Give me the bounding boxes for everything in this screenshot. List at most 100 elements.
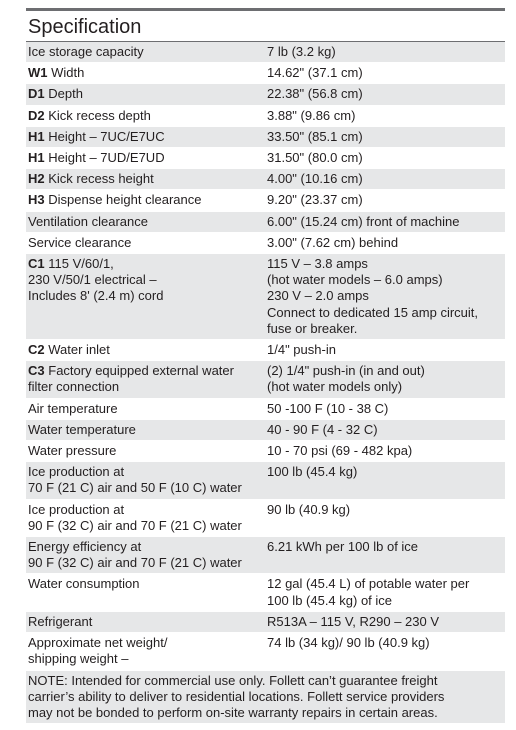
spec-value: (2) 1/4" push-in (in and out) (hot water … (265, 361, 505, 398)
spec-row: Energy efficiency at 90 F (32 C) air and … (26, 536, 505, 574)
label-line: Refrigerant (28, 613, 93, 629)
label-line: Height – 7UD/E7UD (48, 150, 165, 166)
spec-row: W1 Width 14.62" (37.1 cm) (26, 63, 505, 84)
spec-label: C3 Factory equipped external water filter… (26, 361, 265, 398)
spec-value: 31.50" (80.0 cm) (265, 148, 505, 169)
value-line: (hot water models – 6.0 amps) (267, 272, 443, 288)
spec-code: C3 (28, 363, 45, 379)
label-line: Dispense height clearance (48, 192, 202, 208)
spec-row: H1 Height – 7UC/E7UC 33.50" (85.1 cm) (26, 126, 505, 148)
spec-label: H3 Dispense height clearance (26, 190, 265, 211)
label-line: 90 F (32 C) air and 70 F (21 C) water (28, 555, 242, 571)
label-line: Ice production at (28, 501, 125, 517)
value-line: 100 lb (45.4 kg) of ice (267, 592, 393, 608)
spec-value: 14.62" (37.1 cm) (265, 63, 505, 84)
spec-value: 1/4" push-in (265, 340, 505, 361)
spec-value: 100 lb (45.4 kg) (265, 462, 505, 499)
value-line: (2) 1/4" push-in (in and out) (267, 363, 425, 379)
label-line: 230 V/50/1 electrical – (28, 272, 157, 288)
spec-code: D1 (28, 86, 45, 102)
spec-code: D2 (28, 107, 45, 123)
spec-row: Service clearance 3.00" (7.62 cm) behind (26, 232, 505, 254)
spec-row: D1 Depth 22.38" (56.8 cm) (26, 83, 505, 106)
spec-code: C1 (28, 256, 45, 272)
value-line: 31.50" (80.0 cm) (267, 150, 363, 166)
spec-label: Approximate net weight/shipping weight – (26, 633, 265, 670)
value-line: 3.00" (7.62 cm) behind (267, 234, 399, 250)
value-line: R513A – 115 V, R290 – 230 V (267, 613, 440, 629)
spec-row: Air temperature 50 -100 F (10 - 38 C) (26, 398, 505, 420)
spec-code: H3 (28, 192, 45, 208)
label-line: Water temperature (28, 421, 136, 437)
value-line: (hot water models only) (267, 379, 403, 395)
label-line: Service clearance (28, 234, 132, 250)
spec-value: 12 gal (45.4 L) of potable water per 100 … (265, 574, 505, 611)
label-line: Ice storage capacity (28, 44, 144, 59)
spec-value: 9.20" (23.37 cm) (265, 190, 505, 211)
value-line: 74 lb (34 kg)/ 90 lb (40.9 kg) (267, 635, 430, 651)
spec-row: C1 115 V/60/1, 230 V/50/1 electrical – Inc… (26, 253, 505, 340)
label-line: Depth (48, 86, 83, 102)
spec-label: D1 Depth (26, 84, 265, 105)
spec-value: 4.00" (10.16 cm) (265, 169, 505, 190)
spec-row: Ice production at 90 F (32 C) air and 70 … (26, 499, 505, 537)
spec-label: Air temperature (26, 398, 265, 419)
spec-row: C3 Factory equipped external water filter… (26, 360, 505, 399)
value-line: 9.20" (23.37 cm) (267, 192, 363, 208)
spec-value: 50 -100 F (10 - 38 C) (265, 398, 505, 419)
value-line: 100 lb (45.4 kg) (267, 464, 358, 480)
spec-value: 90 lb (40.9 kg) (265, 499, 505, 536)
label-line: Ventilation clearance (28, 213, 148, 229)
spec-label: Water pressure (26, 441, 265, 462)
value-line: 90 lb (40.9 kg) (267, 501, 351, 517)
spec-label: C1 115 V/60/1, 230 V/50/1 electrical – Inc… (26, 254, 265, 340)
spec-row: Ventilation clearance 6.00" (15.24 cm) fr… (26, 211, 505, 233)
spec-value: 6.00" (15.24 cm) front of machine (265, 211, 505, 232)
spec-row: H1 Height – 7UD/E7UD 31.50" (80.0 cm) (26, 148, 505, 169)
note-line: may not be bonded to perform on-site war… (28, 704, 438, 720)
value-line: 230 V – 2.0 amps (267, 288, 369, 304)
spec-label: Water temperature (26, 419, 265, 440)
spec-label: Ice production at 90 F (32 C) air and 70 … (26, 499, 265, 536)
value-line: 12 gal (45.4 L) of potable water per (267, 576, 470, 592)
label-line: Energy efficiency at (28, 539, 142, 555)
spec-label: Service clearance (26, 232, 265, 253)
spec-row: Refrigerant R513A – 115 V, R290 – 230 V (26, 611, 505, 633)
spec-row: Ice storage capacity 7 lb (3.2 kg) (26, 42, 505, 63)
label-line: 115 V/60/1, (48, 256, 114, 272)
value-line: 7 lb (3.2 kg) (267, 44, 336, 59)
spec-label: Refrigerant (26, 611, 265, 632)
label-line: Approximate net weight/ (28, 635, 168, 651)
value-line: fuse or breaker. (267, 320, 358, 336)
spec-value: 40 - 90 F (4 - 32 C) (265, 419, 505, 440)
spec-value: 3.88" (9.86 cm) (265, 105, 505, 126)
note: NOTE: Intended for commercial use only. … (26, 670, 505, 724)
note-line: NOTE: Intended for commercial use only. … (28, 672, 438, 688)
value-line: 33.50" (85.1 cm) (267, 128, 363, 144)
spec-label: Water consumption (26, 574, 265, 611)
value-line: 4.00" (10.16 cm) (267, 171, 363, 187)
title: Specification (26, 11, 505, 42)
spec-code: C2 (28, 342, 45, 358)
label-line: shipping weight – (28, 651, 129, 667)
label-line: Kick recess depth (48, 107, 151, 123)
label-line: filter connection (28, 379, 120, 395)
spec-row: Approximate net weight/shipping weight –… (26, 633, 505, 670)
spec-label: D2 Kick recess depth (26, 105, 265, 126)
spec-value: 22.38" (56.8 cm) (265, 84, 505, 105)
value-line: 6.21 kWh per 100 lb of ice (267, 539, 419, 555)
spec-table: Ice storage capacity 7 lb (3.2 kg) W1 Widt… (26, 42, 505, 724)
label-line: Includes 8' (2.4 m) cord (28, 288, 164, 304)
value-line: 40 - 90 F (4 - 32 C) (267, 421, 378, 437)
spec-value: 3.00" (7.62 cm) behind (265, 232, 505, 253)
spec-value: 33.50" (85.1 cm) (265, 126, 505, 147)
spec-value: 6.21 kWh per 100 lb of ice (265, 537, 505, 574)
spec-value: 74 lb (34 kg)/ 90 lb (40.9 kg) (265, 633, 505, 670)
spec-row: Ice production at 70 F (21 C) air and 50 … (26, 461, 505, 500)
label-line: 90 F (32 C) air and 70 F (21 C) water (28, 517, 242, 533)
value-line: 6.00" (15.24 cm) front of machine (267, 213, 460, 229)
spec-value: R513A – 115 V, R290 – 230 V (265, 611, 505, 632)
spec-code: H1 (28, 128, 45, 144)
spec-row: H3 Dispense height clearance 9.20" (23.37… (26, 190, 505, 212)
